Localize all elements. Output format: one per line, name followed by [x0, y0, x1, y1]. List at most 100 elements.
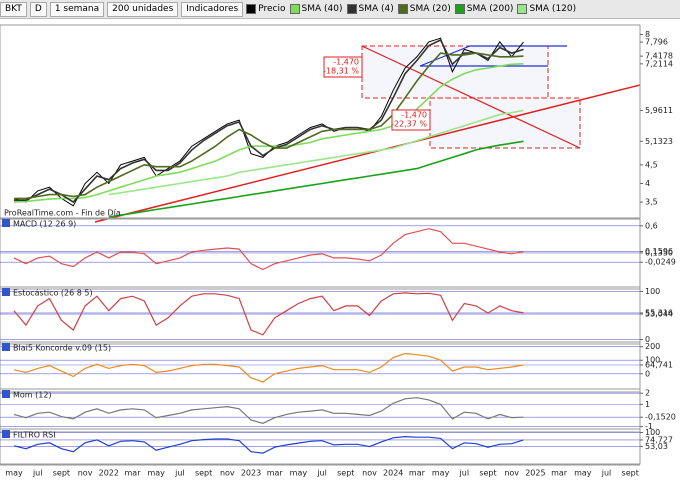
y-tick-label: 100	[645, 356, 660, 365]
legend: Precio SMA (40) SMA (4) SMA (20) SMA (200) SM…	[246, 4, 576, 14]
x-tick-label: mar	[409, 469, 426, 478]
y-tick-label: 100	[645, 428, 660, 437]
d-button[interactable]: D	[29, 1, 47, 17]
series-line	[13, 397, 524, 424]
x-tick-label: nov	[78, 469, 93, 478]
x-tick-label: nov	[362, 469, 377, 478]
x-tick-label: sept	[195, 469, 212, 478]
y-tick-label: 7,796	[645, 38, 668, 47]
y-tick-label: 0	[645, 369, 650, 378]
x-tick-label: may	[574, 469, 592, 478]
legend-swatch	[397, 4, 408, 14]
legend-label: SMA (20)	[409, 4, 451, 14]
series-line	[13, 228, 524, 271]
legend-item[interactable]: SMA (40)	[289, 4, 343, 14]
x-tick-label: sept	[479, 469, 496, 478]
symbol-field[interactable]: BKT	[0, 1, 27, 17]
annotation: -1,470	[333, 58, 359, 67]
annotation: -18,31 %	[323, 67, 359, 76]
legend-label: SMA (40)	[301, 4, 343, 14]
x-tick-label: may	[290, 469, 308, 478]
watermark: ProRealTime.com - Fin de Día	[4, 209, 121, 218]
y-tick-label: 3,5	[645, 198, 658, 207]
panel-title-bg	[2, 219, 10, 227]
panel-frame	[0, 341, 641, 393]
indicators-button[interactable]: Indicadores	[181, 1, 244, 17]
y-tick-label: 53,044	[645, 310, 673, 319]
y-tick-label: 0,6	[645, 221, 658, 230]
x-tick-label: may	[147, 469, 165, 478]
x-tick-label: jul	[316, 469, 327, 478]
series-line	[13, 435, 524, 454]
legend-item[interactable]: Precio	[246, 4, 286, 14]
x-tick-label: sept	[622, 469, 639, 478]
legend-label: SMA (200)	[466, 4, 514, 14]
y-tick-label: 74,727	[645, 435, 673, 444]
y-tick-label: 200	[645, 342, 660, 351]
y-tick-label: 5,9611	[645, 106, 673, 115]
panel-frame	[0, 388, 641, 433]
x-tick-label: nov	[504, 469, 519, 478]
y-tick-label: 0,1350	[645, 248, 673, 257]
legend-swatch	[289, 4, 300, 14]
panel-title-bg	[2, 343, 10, 351]
panel-title: Mom (12)	[13, 391, 52, 400]
y-tick-label: 7,4178	[645, 52, 673, 61]
y-tick-label: 64,741	[645, 361, 673, 370]
legend-swatch	[346, 4, 357, 14]
y-tick-label: 100	[645, 287, 660, 296]
x-tick-label: jul	[601, 469, 612, 478]
trend-line	[94, 84, 641, 223]
y-tick-label: 4,5	[645, 160, 658, 169]
y-tick-label: 55,316	[645, 308, 673, 317]
range-box	[361, 45, 549, 99]
x-tick-label: may	[432, 469, 450, 478]
legend-item[interactable]: SMA (200)	[454, 4, 514, 14]
y-tick-label: 5,1323	[645, 137, 673, 146]
x-tick-label: mar	[125, 469, 142, 478]
annotation: -1,470	[401, 111, 427, 120]
y-tick-label: 0	[645, 335, 650, 344]
panel-frame	[0, 24, 641, 220]
y-tick-label: 7,2114	[645, 59, 673, 68]
y-tick-label: 4	[645, 179, 650, 188]
series-line	[13, 352, 524, 383]
y-tick-label: -0,0249	[645, 258, 676, 267]
y-tick-label: 1	[645, 400, 650, 409]
x-tick-label: jul	[32, 469, 43, 478]
legend-item[interactable]: SMA (120)	[517, 4, 576, 14]
annotation: -22,37 %	[391, 120, 427, 129]
panel-frame	[0, 217, 641, 290]
legend-item[interactable]: SMA (20)	[397, 4, 451, 14]
legend-item[interactable]: SMA (4)	[346, 4, 394, 14]
x-tick-label: jul	[459, 469, 470, 478]
period-select[interactable]: 1 semana	[49, 1, 105, 17]
x-tick-label: mar	[551, 469, 568, 478]
units-select[interactable]: 200 unidades	[107, 1, 179, 17]
series-line	[14, 52, 524, 200]
x-tick-label: sept	[337, 469, 354, 478]
x-tick-label: 2024	[383, 469, 403, 478]
legend-label: SMA (120)	[529, 4, 577, 14]
legend-label: Precio	[258, 4, 286, 14]
y-tick-label: 2	[645, 389, 650, 398]
legend-label: SMA (4)	[358, 4, 394, 14]
annotation-box	[323, 56, 363, 78]
panel-title-bg	[2, 390, 10, 398]
x-tick-label: jul	[174, 469, 185, 478]
x-tick-label: nov	[220, 469, 235, 478]
y-tick-label: -1	[645, 422, 653, 431]
legend-swatch	[454, 4, 465, 14]
x-tick-label: 2023	[241, 469, 261, 478]
annotation-box	[391, 109, 431, 131]
panel-frame	[0, 286, 641, 345]
legend-swatch	[246, 4, 257, 14]
x-tick-label: 2022	[99, 469, 119, 478]
x-tick-label: mar	[267, 469, 284, 478]
y-tick-label: 53,03	[645, 442, 668, 451]
x-tick-label: may	[5, 469, 23, 478]
panel-title: Estocástico (26 8 5)	[13, 289, 93, 298]
series-line	[13, 292, 524, 336]
trend-line	[361, 45, 581, 149]
